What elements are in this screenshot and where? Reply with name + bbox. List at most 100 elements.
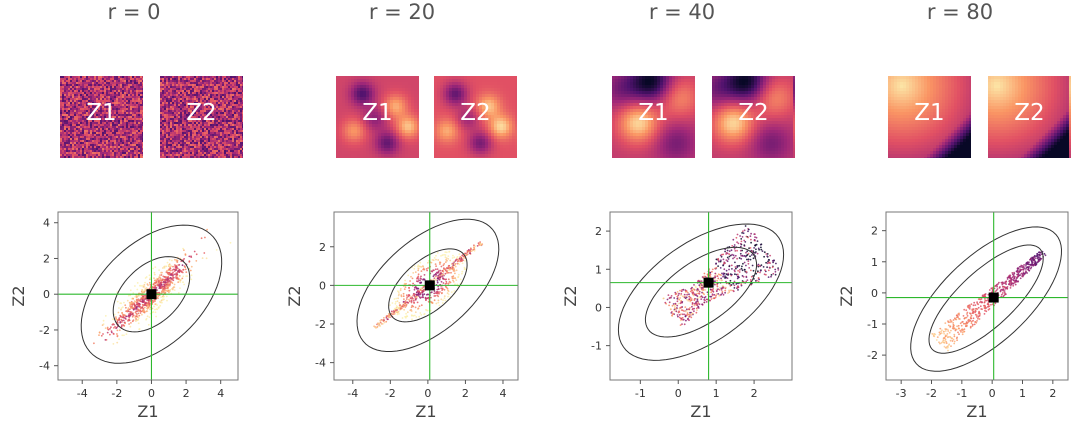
scatter-point: [733, 280, 736, 283]
scatter-point: [453, 256, 456, 259]
scatter-point: [402, 295, 405, 298]
scatter-point: [167, 289, 170, 292]
scatter-point: [680, 299, 683, 302]
scatter-point: [416, 288, 418, 290]
scatter-point: [743, 229, 746, 232]
scatter-point: [688, 308, 691, 311]
scatter-point: [450, 271, 452, 274]
scatter-point: [446, 292, 449, 294]
scatter-point: [1010, 281, 1013, 284]
scatter-point: [943, 330, 945, 333]
scatter-point: [156, 289, 159, 291]
scatter-point: [762, 266, 765, 268]
scatter-point: [440, 280, 443, 283]
scatter-point: [143, 306, 146, 309]
scatter-point: [711, 288, 714, 291]
scatter-point: [749, 258, 752, 261]
location-marker: [146, 289, 157, 300]
scatter-point: [416, 293, 418, 296]
scatter-point: [765, 253, 768, 255]
scatter-point: [469, 250, 472, 253]
scatter-point: [156, 278, 159, 281]
scatter-point: [459, 260, 462, 263]
scatter-point: [163, 286, 166, 289]
scatter-point: [162, 267, 164, 269]
scatter-point: [413, 267, 416, 270]
scatter-point: [714, 283, 716, 286]
scatter-point: [1005, 280, 1008, 283]
scatter-plot: -4 -2 0 2 4 -4 -2 0 2 4 Z1 Z2: [9, 211, 239, 421]
scatter-point: [419, 296, 421, 299]
scatter-point: [135, 298, 138, 301]
scatter-point: [973, 301, 976, 304]
scatter-point: [728, 289, 730, 292]
scatter-point: [127, 310, 130, 312]
y-axis-label: Z2: [9, 285, 28, 306]
scatter-point: [980, 298, 983, 300]
scatter-point: [395, 297, 398, 300]
field-tile-z2: Z2: [988, 76, 1071, 158]
scatter-point: [1037, 251, 1040, 254]
scatter-point: [746, 253, 749, 256]
scatter-point: [996, 288, 999, 290]
scatter-point: [1009, 284, 1012, 287]
scatter-point: [439, 269, 441, 272]
scatter-point: [162, 296, 165, 298]
scatter-point: [128, 301, 131, 304]
scatter-point: [734, 273, 736, 276]
scatter-point: [389, 304, 391, 306]
scatter-point: [435, 302, 438, 305]
scatter-point: [127, 307, 130, 310]
scatter-point: [135, 312, 138, 315]
scatter-point: [121, 324, 123, 326]
scatter-point: [994, 302, 997, 305]
scatter-point: [688, 293, 690, 296]
scatter-point: [157, 280, 160, 283]
scatter-point: [693, 298, 696, 300]
scatter-point: [970, 322, 973, 325]
scatter-point: [977, 303, 980, 306]
scatter-point: [160, 281, 163, 284]
scatter-point: [664, 301, 667, 304]
scatter-point: [416, 301, 419, 304]
scatter-point: [969, 306, 971, 308]
scatter-point: [684, 310, 687, 313]
scatter-point: [757, 270, 759, 273]
scatter-point: [965, 316, 968, 319]
scatter-point: [996, 283, 998, 286]
scatter-point: [148, 302, 151, 305]
scatter-point: [1020, 266, 1022, 268]
scatter-point: [759, 269, 762, 272]
field-heatmap: [60, 76, 143, 158]
scatter-point: [435, 265, 437, 267]
scatter-point: [164, 278, 167, 281]
scatter-point: [417, 280, 419, 283]
scatter-point: [732, 254, 735, 257]
scatter-point: [410, 314, 413, 317]
scatter-point: [1038, 256, 1041, 258]
scatter-point: [164, 265, 166, 268]
scatter-point: [727, 292, 729, 294]
scatter-point: [688, 313, 691, 316]
scatter-point: [451, 265, 454, 268]
scatter-point: [134, 316, 137, 319]
scatter-point: [405, 316, 407, 319]
scatter-point: [949, 335, 951, 338]
scatter-point: [422, 285, 425, 288]
scatter-point: [398, 304, 401, 307]
scatter-point: [727, 258, 730, 260]
scatter-point: [403, 304, 405, 307]
scatter-point: [718, 279, 721, 281]
y-tick-label: -2: [315, 318, 326, 331]
scatter-point: [689, 296, 692, 299]
scatter-point: [945, 328, 947, 331]
panel-0: r = 0 Z1 Z2 -4 -2 0 2 4 -4 -2 0 2 4 Z1 Z2: [0, 0, 268, 427]
scatter-point: [1021, 275, 1024, 278]
scatter-point: [1037, 260, 1040, 263]
scatter-point: [442, 282, 445, 284]
scatter-point: [772, 261, 774, 264]
scatter-point: [740, 240, 743, 243]
scatter-point: [152, 301, 155, 303]
scatter-point: [154, 284, 157, 287]
scatter-point: [738, 257, 741, 259]
